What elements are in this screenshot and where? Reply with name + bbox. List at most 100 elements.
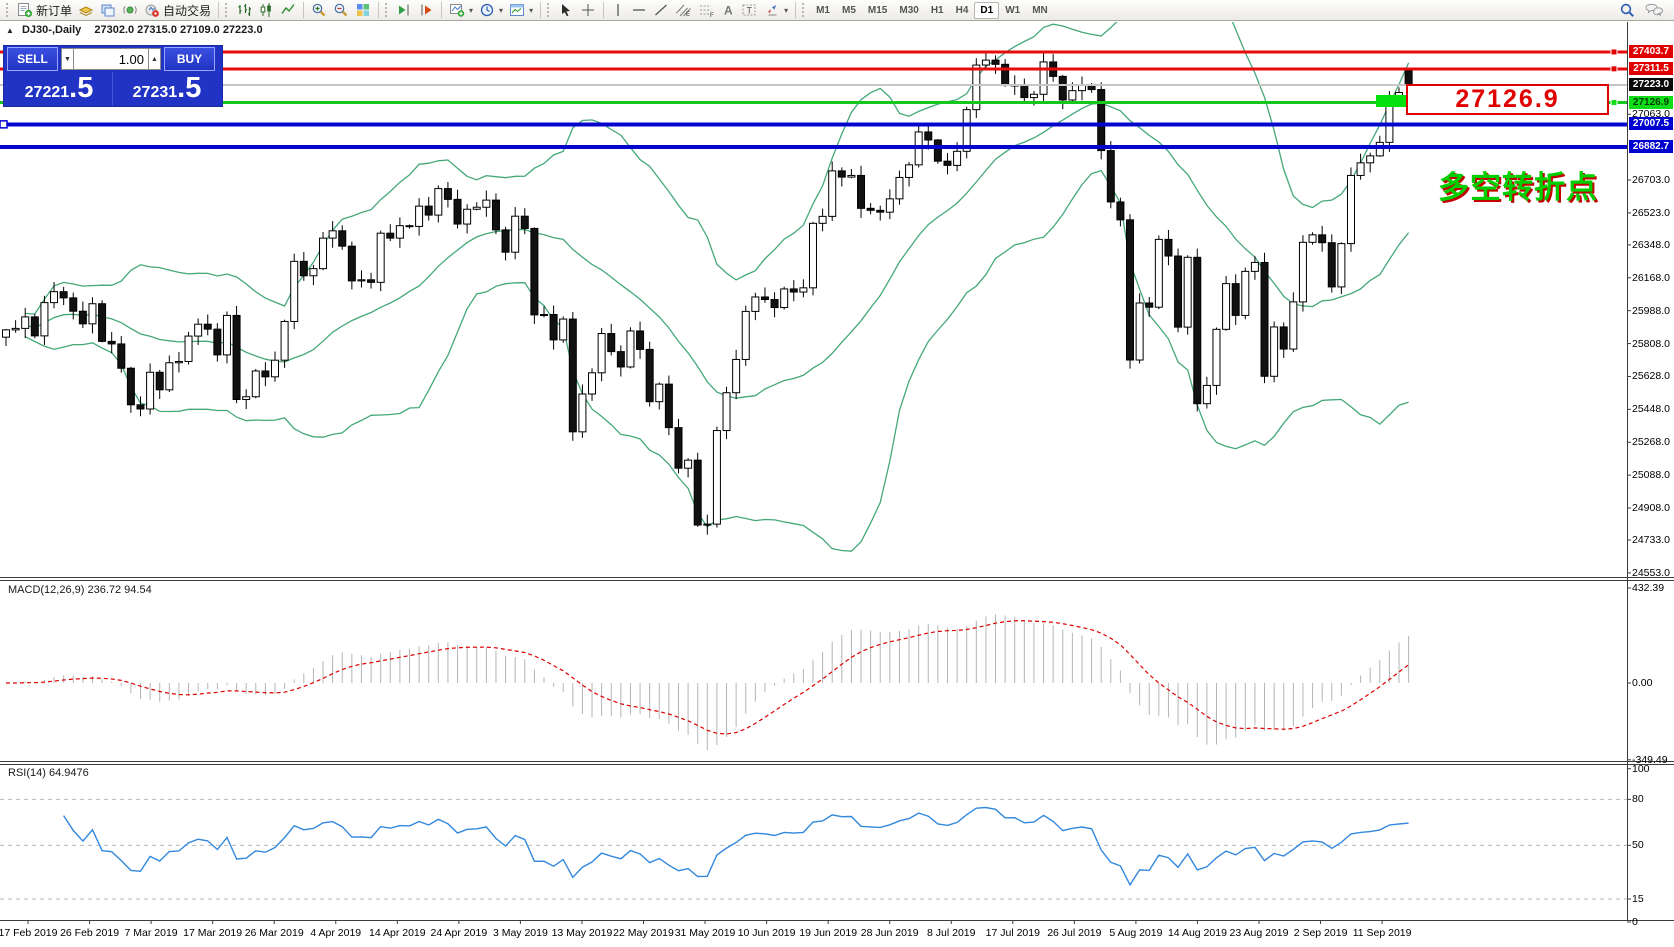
chevron-down-icon[interactable]: ▾ — [784, 5, 789, 15]
templates-icon — [510, 4, 525, 16]
macd-tick--349.49: -349.49 — [1632, 753, 1668, 766]
date-label-17-Feb-2019: 17 Feb 2019 — [0, 927, 58, 939]
auto-scroll-icon — [399, 4, 409, 16]
arrows-icon — [768, 5, 777, 16]
line-anchor-marker[interactable] — [1610, 99, 1618, 107]
date-label-8-Jul-2019: 8 Jul 2019 — [927, 927, 976, 939]
periods-button[interactable]: ▾ — [476, 1, 506, 19]
volume-input[interactable] — [74, 48, 148, 70]
symbol-header[interactable]: ▲ DJ30-,Daily 27302.0 27315.0 27109.0 27… — [6, 24, 263, 36]
price-tick-25088.0: 25088.0 — [1632, 469, 1670, 482]
date-label-17-Mar-2019: 17 Mar 2019 — [183, 927, 243, 939]
chevron-down-icon[interactable]: ▾ — [499, 5, 504, 15]
price-tick-24733.0: 24733.0 — [1632, 534, 1670, 547]
periods-icon — [480, 3, 494, 17]
chart-shift-button[interactable] — [415, 1, 437, 19]
line-anchor-marker[interactable] — [1610, 48, 1618, 56]
price-tick-26348.0: 26348.0 — [1632, 238, 1670, 251]
timeframe-button-MN[interactable]: MN — [1032, 5, 1048, 16]
turning-point-annotation[interactable]: 多空转折点 — [1438, 170, 1598, 205]
new-order-button[interactable]: 新订单 — [14, 1, 75, 20]
deposit-button[interactable] — [75, 1, 97, 19]
auto-scroll-button[interactable] — [393, 1, 415, 19]
price-tick-24908.0: 24908.0 — [1632, 502, 1670, 515]
price-tag-26882.7: 26882.7 — [1629, 140, 1673, 154]
volume-decrease-button[interactable]: ▼ — [61, 48, 74, 70]
buy-price[interactable]: 27231.5 — [114, 72, 220, 106]
timeframe-button-M15[interactable]: M15 — [867, 5, 888, 16]
new-order-label: 新订单 — [36, 3, 73, 18]
macd-indicator-label: MACD(12,26,9) 236.72 94.54 — [8, 584, 152, 596]
date-label-10-Jun-2019: 10 Jun 2019 — [737, 927, 796, 939]
chat-icon[interactable] — [1644, 2, 1664, 18]
macd-tick-432.39: 432.39 — [1632, 581, 1665, 594]
ohlc-values: 27302.0 27315.0 27109.0 27223.0 — [94, 24, 263, 36]
date-label-24-Apr-2019: 24 Apr 2019 — [430, 927, 488, 939]
arrows-button[interactable]: ▾ — [761, 1, 791, 19]
line-anchor-marker[interactable] — [1610, 65, 1618, 73]
date-label-3-May-2019: 3 May 2019 — [492, 927, 548, 939]
timeframe-button-M5[interactable]: M5 — [842, 5, 856, 16]
svg-text:T: T — [747, 6, 753, 16]
vertical-line-button[interactable] — [608, 1, 628, 19]
text-label-button[interactable]: T — [738, 1, 761, 19]
price-tag-27007.5: 27007.5 — [1629, 117, 1673, 131]
bar-chart-icon — [238, 4, 252, 16]
price-tick-26168.0: 26168.0 — [1632, 271, 1670, 284]
candlestick-button[interactable] — [255, 1, 277, 19]
line-chart-button[interactable] — [277, 1, 299, 19]
sell-price[interactable]: 27221.5 — [6, 72, 113, 106]
crosshair-button[interactable] — [577, 1, 599, 19]
toolbar-grip — [547, 3, 553, 17]
collapse-triangle-icon[interactable]: ▲ — [6, 26, 14, 35]
candlestick-icon — [260, 3, 271, 17]
date-label-7-Mar-2019: 7 Mar 2019 — [124, 927, 178, 939]
fibonacci-button[interactable]: F — [695, 1, 718, 19]
sell-button[interactable]: SELL — [7, 47, 58, 71]
profile-button[interactable] — [97, 1, 119, 19]
date-label-23-Aug-2019: 23 Aug 2019 — [1229, 927, 1289, 939]
zoom-in-button[interactable] — [308, 1, 330, 19]
toolbar-right — [1619, 2, 1670, 19]
webinar-button[interactable] — [119, 1, 141, 19]
zoom-out-button[interactable] — [330, 1, 352, 19]
buy-price-main: 27231 — [132, 84, 178, 101]
date-label-26-Jul-2019: 26 Jul 2019 — [1047, 927, 1102, 939]
text-icon: A — [724, 4, 733, 18]
toolbar-separator — [441, 2, 443, 18]
auto-trading-button[interactable]: 自动交易 — [141, 1, 214, 20]
toolbar: 新订单 自动交易 — [0, 0, 1674, 21]
bar-chart-button[interactable] — [233, 1, 255, 19]
timeframe-button-M1[interactable]: M1 — [816, 5, 830, 16]
buy-button[interactable]: BUY — [164, 47, 215, 71]
timeframe-button-H4[interactable]: H4 — [955, 5, 969, 16]
tile-windows-button[interactable] — [352, 1, 374, 19]
timeframe-button-H1[interactable]: H1 — [930, 5, 944, 16]
chevron-down-icon[interactable]: ▾ — [469, 5, 474, 15]
toolbar-grip — [6, 3, 12, 17]
cursor-button[interactable] — [555, 1, 577, 19]
text-button[interactable]: A — [718, 1, 738, 19]
toolbar-separator — [218, 2, 220, 18]
line-selection-handle[interactable] — [0, 120, 8, 129]
timeframe-button-M30[interactable]: M30 — [899, 5, 919, 16]
text-label-icon: T — [742, 4, 756, 16]
rsi-plot — [0, 798, 1627, 900]
horizontal-line-button[interactable] — [628, 1, 650, 19]
search-icon[interactable] — [1619, 2, 1636, 19]
svg-text:F: F — [710, 13, 714, 18]
chevron-down-icon[interactable]: ▾ — [529, 5, 534, 15]
templates-button[interactable]: ▾ — [506, 1, 536, 19]
timeframe-button-D1[interactable]: D1 — [974, 2, 1000, 19]
channel-button[interactable]: E — [672, 1, 695, 19]
volume-increase-button[interactable]: ▲ — [148, 48, 161, 70]
horizontal-line-icon — [633, 9, 646, 11]
chart-shift-icon — [421, 4, 432, 16]
timeframe-button-W1[interactable]: W1 — [1005, 5, 1021, 16]
trendline-button[interactable] — [650, 1, 672, 19]
symbol-title: DJ30-,Daily — [21, 24, 82, 36]
indicators-button[interactable]: ▾ — [446, 1, 476, 19]
price-callout-label[interactable]: 27126.9 — [1406, 84, 1609, 115]
zoom-out-icon — [334, 3, 348, 17]
